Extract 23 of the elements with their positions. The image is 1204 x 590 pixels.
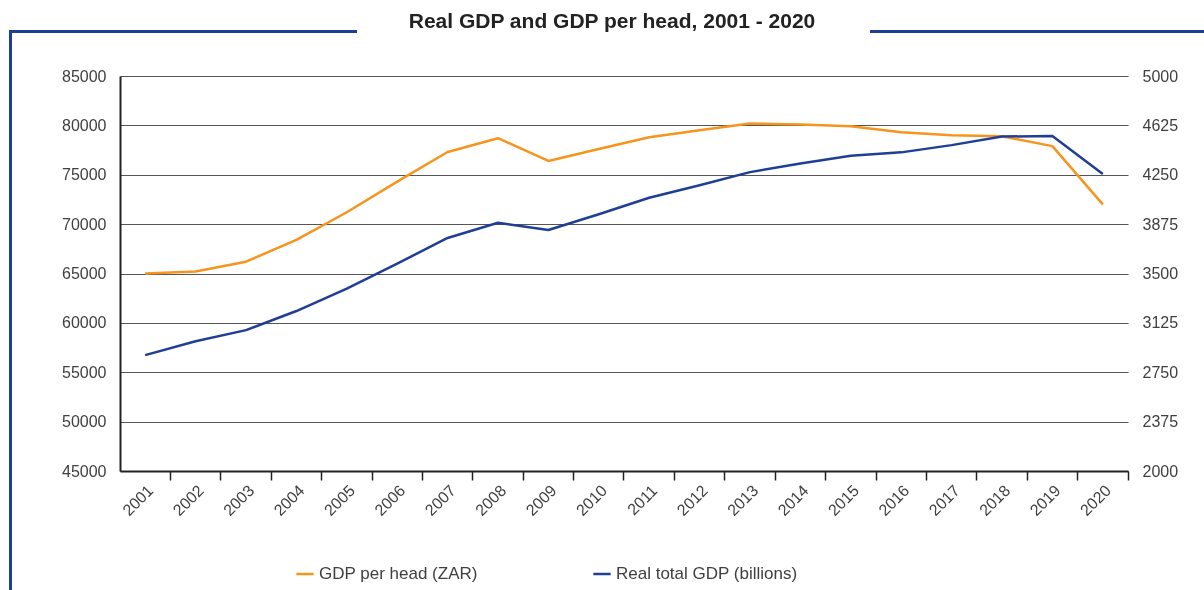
y-tick-label: 70000 (62, 215, 107, 233)
line-series (143, 122, 1105, 275)
y-tick-label: 85000 (62, 67, 107, 85)
y-tick-label: 75000 (62, 166, 107, 184)
y-tick-label: 45000 (62, 462, 107, 480)
line-series (143, 134, 1105, 357)
y2-tick-label: 2375 (1142, 413, 1179, 431)
y-tick-label: 50000 (62, 413, 107, 431)
y2-tick-label: 5000 (1142, 67, 1179, 85)
y-tick-label: 55000 (62, 363, 107, 381)
y2-tick-label: 2750 (1142, 363, 1179, 381)
y2-tick-label: 3875 (1142, 215, 1179, 233)
y-tick-label: 80000 (62, 116, 107, 134)
chart-title: Real GDP and GDP per head, 2001 - 2020 (408, 9, 816, 32)
y2-tick-label: 4625 (1142, 116, 1179, 134)
y-tick-label: 60000 (62, 314, 107, 332)
y2-tick-label: 2000 (1142, 462, 1179, 480)
y2-tick-label: 3500 (1142, 265, 1179, 282)
legend-label: GDP per head (ZAR) (319, 564, 478, 583)
y2-tick-label: 3125 (1142, 314, 1179, 332)
y-tick-label: 65000 (62, 265, 107, 282)
legend-label: Real total GDP (billions) (616, 564, 798, 583)
y2-tick-label: 4250 (1142, 166, 1179, 184)
